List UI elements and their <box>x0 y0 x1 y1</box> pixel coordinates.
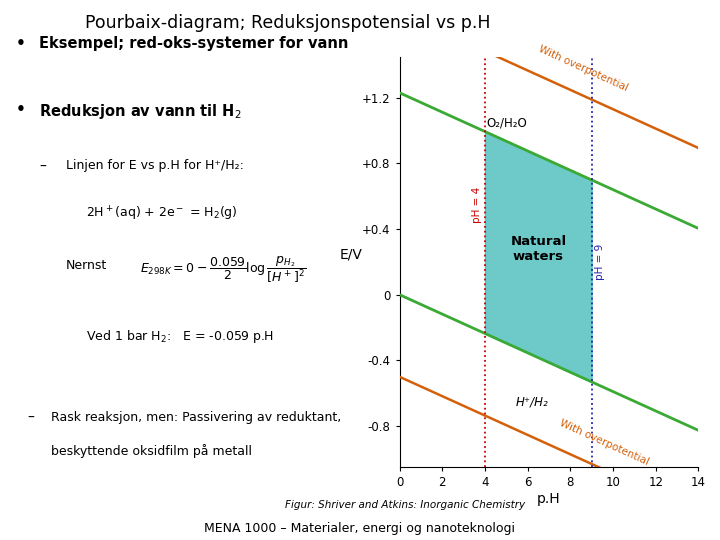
Text: –: – <box>27 411 34 426</box>
Text: 2H$^+$(aq) + 2e$^-$ = H$_2$(g): 2H$^+$(aq) + 2e$^-$ = H$_2$(g) <box>86 205 237 223</box>
Text: beskyttende oksidfilm på metall: beskyttende oksidfilm på metall <box>50 444 251 458</box>
Text: Linjen for E vs p.H for H⁺/H₂:: Linjen for E vs p.H for H⁺/H₂: <box>66 159 244 172</box>
Text: pH = 4: pH = 4 <box>472 186 482 222</box>
Text: –: – <box>39 159 46 173</box>
Text: H⁺/H₂: H⁺/H₂ <box>516 396 549 409</box>
Text: pH = 9: pH = 9 <box>595 244 605 280</box>
Text: O₂/H₂O: O₂/H₂O <box>486 117 527 130</box>
Text: Rask reaksjon, men: Passivering av reduktant,: Rask reaksjon, men: Passivering av reduk… <box>50 411 341 424</box>
Text: $E_{298K} = 0 - \dfrac{0.059}{2}\log\dfrac{p_{H_2}}{[H^+]^2}$: $E_{298K} = 0 - \dfrac{0.059}{2}\log\dfr… <box>140 254 306 285</box>
Text: Reduksjon av vann til H$_2$: Reduksjon av vann til H$_2$ <box>39 103 242 122</box>
Text: Nernst: Nernst <box>66 259 107 272</box>
Text: Eksempel; red-oks-systemer for vann: Eksempel; red-oks-systemer for vann <box>39 36 348 51</box>
X-axis label: p.H: p.H <box>537 492 561 506</box>
Text: MENA 1000 – Materialer, energi og nanoteknologi: MENA 1000 – Materialer, energi og nanote… <box>204 522 516 535</box>
Text: •: • <box>16 103 25 117</box>
Text: With overpotential: With overpotential <box>558 418 651 468</box>
Text: Ved 1 bar H$_2$:   E = -0.059 p.H: Ved 1 bar H$_2$: E = -0.059 p.H <box>86 328 274 345</box>
Text: Figur: Shriver and Atkins: Inorganic Chemistry: Figur: Shriver and Atkins: Inorganic Che… <box>285 500 526 510</box>
Text: Natural
waters: Natural waters <box>510 234 567 262</box>
Text: •: • <box>16 36 25 51</box>
Text: Pourbaix-diagram; Reduksjonspotensial vs p.H: Pourbaix-diagram; Reduksjonspotensial vs… <box>85 14 491 31</box>
Y-axis label: E/V: E/V <box>339 248 362 262</box>
Text: With overpotential: With overpotential <box>537 44 629 93</box>
